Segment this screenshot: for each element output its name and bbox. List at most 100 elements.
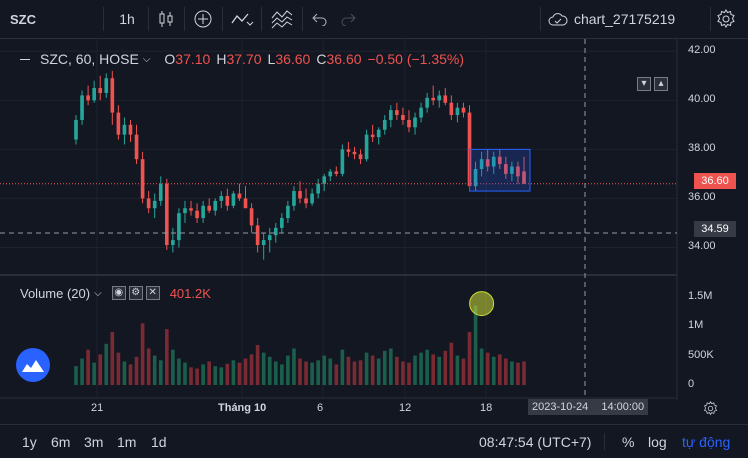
volume-bar bbox=[237, 362, 242, 385]
bottom-divider bbox=[604, 433, 605, 450]
last-price-tag: 36.60 bbox=[694, 173, 736, 189]
undo-icon[interactable] bbox=[308, 0, 332, 38]
legend-title[interactable]: SZC, 60, HOSE bbox=[40, 51, 139, 67]
volume-bar bbox=[455, 355, 460, 385]
volume-bar bbox=[231, 360, 236, 385]
redo-icon[interactable] bbox=[336, 0, 360, 38]
volume-bar bbox=[249, 354, 254, 385]
move-down-icon[interactable]: ▾ bbox=[637, 77, 651, 91]
gear-icon[interactable]: ⚙ bbox=[128, 286, 143, 300]
candle-body bbox=[298, 191, 302, 199]
volume-bar bbox=[183, 362, 187, 385]
candle-body bbox=[292, 191, 296, 206]
volume-bar bbox=[516, 362, 520, 385]
candle-body bbox=[479, 159, 484, 169]
candles-icon[interactable] bbox=[152, 0, 180, 38]
volume-bar bbox=[177, 358, 181, 385]
volume-bar bbox=[213, 366, 218, 385]
log-toggle[interactable]: log bbox=[648, 433, 667, 450]
chevron-down-icon[interactable]: ⌵ bbox=[94, 287, 102, 299]
pane-controls: ▾ ▴ bbox=[637, 77, 671, 91]
auto-scale-toggle[interactable]: tự động bbox=[682, 433, 731, 450]
candle-body bbox=[104, 78, 109, 93]
volume-title[interactable]: Volume (20) bbox=[20, 285, 91, 301]
logo-icon[interactable] bbox=[16, 348, 50, 382]
volume-bar bbox=[298, 358, 302, 385]
bottom-toolbar: 1y 6m 3m 1m 1d 08:47:54 (UTC+7) % log tự… bbox=[0, 424, 748, 458]
candle-body bbox=[370, 134, 375, 138]
crosshair-price-tag: 34.59 bbox=[694, 221, 736, 237]
candle-body bbox=[195, 210, 199, 219]
candle-body bbox=[146, 198, 151, 209]
indicators-icon[interactable] bbox=[227, 0, 257, 38]
time-tick-label: 18 bbox=[480, 402, 493, 414]
settings-icon[interactable] bbox=[712, 0, 740, 38]
axis-settings-icon[interactable] bbox=[701, 399, 719, 417]
chart-name-button[interactable]: chart_27175219 bbox=[548, 0, 708, 38]
volume-bar bbox=[171, 349, 175, 385]
range-1y-button[interactable]: 1y bbox=[22, 433, 37, 450]
candle-body bbox=[419, 107, 423, 118]
volume-bar bbox=[225, 363, 230, 385]
volume-bar bbox=[346, 356, 351, 385]
candle-body bbox=[152, 200, 157, 209]
price-tick-label: 40.00 bbox=[688, 93, 716, 106]
price-tick-label: 36.00 bbox=[688, 191, 716, 204]
symbol-search-button[interactable]: SZC bbox=[10, 11, 36, 27]
volume-bar bbox=[189, 367, 193, 385]
time-tick-label: Tháng 10 bbox=[218, 402, 267, 414]
candle-body bbox=[382, 119, 387, 130]
maximize-icon[interactable]: ▴ bbox=[654, 77, 668, 91]
close-icon[interactable]: ✕ bbox=[145, 286, 160, 300]
compare-icon[interactable] bbox=[266, 0, 298, 38]
volume-bar bbox=[104, 343, 109, 385]
volume-bar bbox=[140, 323, 145, 385]
volume-tick-label: 500K bbox=[688, 348, 714, 361]
volume-bar bbox=[479, 348, 484, 385]
range-1m-button[interactable]: 1m bbox=[117, 433, 137, 450]
toolbar-divider bbox=[261, 7, 262, 31]
volume-bar bbox=[128, 364, 133, 385]
time-tick-label: 21 bbox=[91, 402, 104, 414]
candle-body bbox=[504, 164, 508, 174]
volume-bar bbox=[522, 361, 526, 385]
toolbar-divider bbox=[302, 7, 303, 31]
candle-body bbox=[340, 149, 345, 174]
price-tick-label: 42.00 bbox=[688, 44, 716, 57]
price-tick-label: 38.00 bbox=[688, 142, 716, 155]
chevron-down-icon[interactable]: ⌵ bbox=[142, 53, 151, 65]
clock-label[interactable]: 08:47:54 (UTC+7) bbox=[479, 433, 592, 450]
candle-body bbox=[358, 154, 363, 160]
range-1d-button[interactable]: 1d bbox=[151, 433, 167, 450]
open-label: O bbox=[164, 51, 176, 67]
interval-button[interactable]: 1h bbox=[119, 11, 135, 27]
visibility-icon[interactable]: ◉ bbox=[111, 286, 126, 300]
candle-body bbox=[201, 205, 205, 219]
volume-bar bbox=[504, 358, 508, 385]
chart-canvas[interactable] bbox=[0, 39, 748, 417]
candle-body bbox=[522, 171, 526, 184]
candle-body bbox=[171, 240, 175, 246]
volume-bar bbox=[152, 355, 157, 385]
candle-body bbox=[497, 156, 502, 165]
range-3m-button[interactable]: 3m bbox=[84, 433, 104, 450]
collapse-icon[interactable] bbox=[20, 58, 30, 60]
volume-bar bbox=[273, 361, 278, 385]
add-indicator-icon[interactable] bbox=[189, 0, 217, 38]
percent-toggle[interactable]: % bbox=[622, 433, 635, 450]
volume-bar bbox=[207, 361, 212, 385]
volume-bar bbox=[395, 356, 399, 385]
volume-bar bbox=[437, 356, 442, 385]
candle-body bbox=[225, 195, 230, 206]
candle-body bbox=[310, 193, 314, 204]
candle-body bbox=[516, 166, 520, 177]
candle-body bbox=[413, 117, 417, 128]
range-6m-button[interactable]: 6m bbox=[51, 433, 71, 450]
volume-bar bbox=[467, 332, 472, 385]
volume-bar bbox=[340, 349, 345, 385]
candle-body bbox=[304, 198, 308, 204]
candle-body bbox=[425, 97, 429, 108]
volume-bar bbox=[461, 358, 466, 385]
top-toolbar: SZC 1h chart_27175219 bbox=[0, 0, 748, 39]
volume-bar bbox=[92, 362, 96, 385]
